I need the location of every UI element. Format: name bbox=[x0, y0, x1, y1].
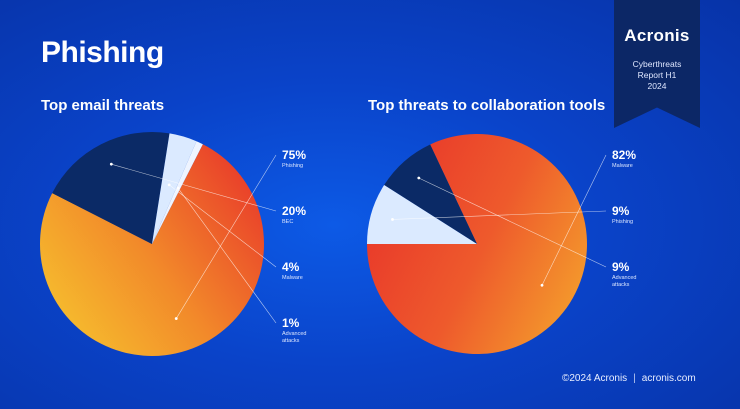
data-label-collab-malware-name: Malware bbox=[612, 163, 633, 169]
data-label-email-advanced-attacks-name: attacks bbox=[282, 338, 300, 344]
data-label-email-malware-value: 4% bbox=[282, 260, 300, 274]
data-label-email-bec-name: BEC bbox=[282, 219, 293, 225]
leader-line-collab-malware bbox=[541, 154, 607, 286]
pie-slice-collab-advanced-attacks bbox=[384, 144, 477, 244]
pie-collaboration-threats bbox=[367, 134, 587, 354]
data-label-email-phishing-name: Phishing bbox=[282, 163, 303, 169]
data-label-collab-advanced-attacks-name: attacks bbox=[612, 282, 630, 288]
leader-line-email-bec bbox=[111, 163, 277, 212]
leader-line-collab-advanced-attacks bbox=[418, 177, 607, 268]
chart-title-collaboration-threats: Top threats to collaboration tools bbox=[368, 97, 606, 114]
leader-line-collab-phishing bbox=[392, 210, 607, 220]
data-label-email-advanced-attacks-value: 1% bbox=[282, 316, 300, 330]
footer: ©2024 Acronis | acronis.com bbox=[562, 373, 696, 384]
page-title: Phishing bbox=[41, 36, 164, 69]
leader-dot-email-advanced-attacks bbox=[176, 186, 180, 190]
pie-email-threats bbox=[39, 132, 265, 356]
badge-line-2: Report H1 bbox=[637, 70, 677, 80]
acronis-logo: Acronis bbox=[624, 26, 690, 45]
leader-dot-email-malware bbox=[167, 183, 171, 187]
chart-title-email-threats: Top email threats bbox=[41, 97, 165, 114]
footer-copyright: ©2024 Acronis bbox=[562, 373, 628, 384]
data-label-collab-advanced-attacks-value: 9% bbox=[612, 260, 630, 274]
leader-dot-collab-malware bbox=[540, 283, 544, 287]
data-label-collab-phishing-value: 9% bbox=[612, 204, 630, 218]
badge-line-1: Cyberthreats bbox=[632, 59, 682, 69]
leader-line-email-malware bbox=[169, 184, 277, 268]
pie-slice-email-advanced-attacks bbox=[152, 141, 203, 244]
pie-slice-email-bec bbox=[52, 132, 170, 244]
leader-dot-collab-phishing bbox=[391, 218, 394, 221]
data-label-email-advanced-attacks-name: Advanced bbox=[282, 331, 306, 337]
footer-separator: | bbox=[633, 373, 636, 384]
leader-line-email-advanced-attacks bbox=[177, 188, 277, 324]
leader-dot-collab-advanced-attacks bbox=[417, 176, 421, 180]
data-label-collab-phishing-name: Phishing bbox=[612, 219, 633, 225]
slice-labels: 75%Phishing20%BEC4%Malware1%Advancedatta… bbox=[109, 148, 636, 344]
leader-dot-email-bec bbox=[109, 162, 113, 166]
badge-line-3: 2024 bbox=[647, 81, 667, 91]
pie-slice-email-phishing bbox=[39, 144, 265, 356]
footer-website[interactable]: acronis.com bbox=[641, 373, 696, 384]
pie-slice-collab-phishing bbox=[367, 185, 477, 244]
data-label-email-malware-name: Malware bbox=[282, 275, 303, 281]
data-label-email-bec-value: 20% bbox=[282, 204, 306, 218]
data-label-collab-malware-value: 82% bbox=[612, 148, 636, 162]
data-label-email-phishing-value: 75% bbox=[282, 148, 306, 162]
leader-dot-email-phishing bbox=[174, 317, 178, 320]
leader-line-email-phishing bbox=[175, 154, 277, 319]
data-label-collab-advanced-attacks-name: Advanced bbox=[612, 275, 636, 281]
report-badge: Acronis Cyberthreats Report H1 2024 bbox=[614, 0, 700, 128]
